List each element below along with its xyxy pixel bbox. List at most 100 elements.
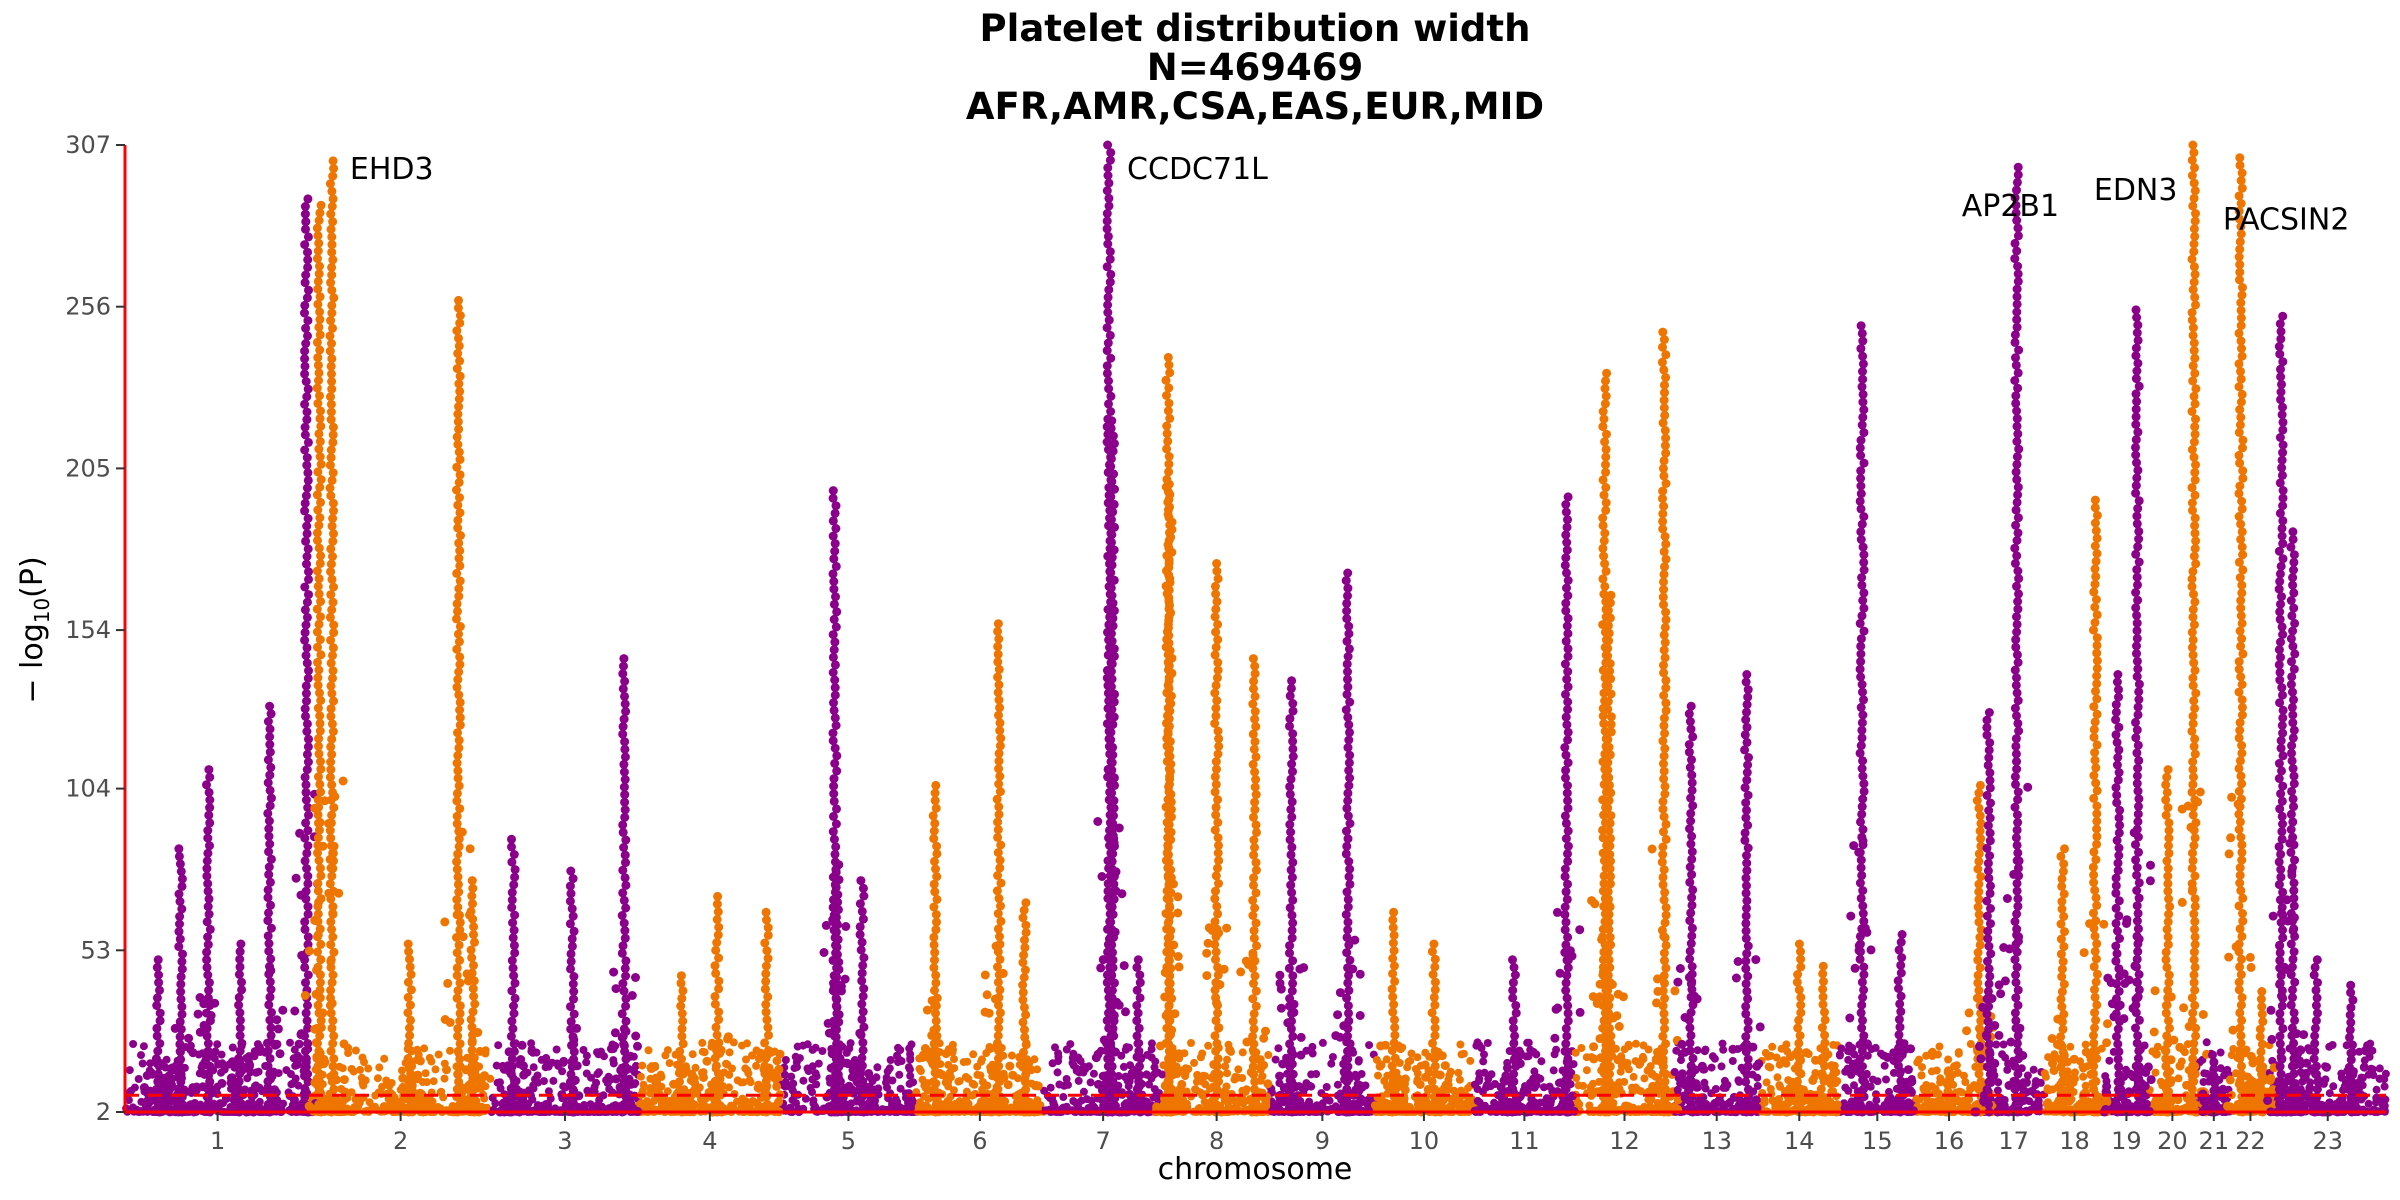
data-point [2030, 1100, 2039, 1109]
data-point [255, 1042, 264, 1052]
data-point [440, 1074, 449, 1083]
data-point [174, 942, 184, 952]
data-point [950, 1055, 958, 1064]
data-point [452, 948, 462, 958]
data-point [2066, 1042, 2075, 1051]
data-point [1190, 1058, 1199, 1067]
data-point [300, 240, 310, 250]
data-point [264, 824, 274, 834]
data-point [264, 862, 274, 872]
data-point [738, 1041, 746, 1050]
data-point [315, 978, 325, 987]
data-point [1077, 1096, 1086, 1105]
data-point [313, 930, 323, 940]
data-point [328, 171, 338, 181]
data-point [1549, 1066, 1558, 1075]
data-point [204, 985, 214, 995]
data-point [944, 1082, 953, 1091]
data-point [453, 849, 463, 859]
data-point [325, 179, 335, 189]
data-point [969, 1050, 978, 1059]
data-point [203, 940, 213, 950]
data-point [373, 1074, 382, 1083]
data-point [328, 597, 338, 607]
data-point [315, 482, 325, 492]
data-point [315, 345, 325, 355]
data-point [453, 500, 463, 510]
data-point [210, 998, 220, 1008]
data-point [1920, 1086, 1929, 1095]
data-point [315, 208, 325, 218]
data-point [318, 1008, 328, 1018]
data-point [2156, 1077, 2165, 1086]
data-point [263, 916, 273, 926]
data-point [235, 1046, 245, 1056]
data-point [295, 1054, 304, 1064]
data-point [1147, 1074, 1156, 1083]
data-point [2079, 1072, 2088, 1081]
data-point [509, 880, 519, 890]
data-point [328, 650, 337, 660]
data-point [453, 751, 463, 760]
data-point [517, 1040, 527, 1050]
data-point [2174, 1074, 2183, 1083]
data-point [452, 857, 462, 867]
data-point [1445, 1071, 1454, 1080]
data-point [509, 1001, 518, 1011]
data-point [508, 1024, 518, 1034]
data-point [243, 1074, 252, 1083]
data-point [2364, 1070, 2373, 1079]
data-point [328, 727, 338, 736]
data-point [1537, 1057, 1546, 1066]
data-point [393, 1101, 403, 1111]
data-point [328, 666, 338, 676]
data-point [326, 818, 336, 828]
data-point [310, 915, 320, 925]
data-point [326, 1046, 336, 1056]
data-point [265, 724, 275, 734]
data-point [204, 810, 214, 820]
data-point [468, 899, 477, 909]
data-point [302, 483, 312, 493]
data-point [304, 666, 313, 676]
data-point [328, 217, 338, 227]
data-point [454, 379, 464, 389]
data-point [452, 599, 462, 609]
data-point [1475, 1074, 1484, 1083]
data-point [1768, 1042, 1777, 1051]
data-point [265, 1069, 275, 1079]
data-point [206, 1011, 216, 1020]
data-point [1631, 1039, 1640, 1048]
data-point [508, 933, 518, 943]
data-point [326, 742, 336, 752]
data-point [1639, 1041, 1648, 1050]
data-point [325, 612, 335, 622]
data-point [302, 521, 312, 531]
data-point [405, 1023, 414, 1033]
data-point [204, 894, 214, 904]
data-point [327, 285, 337, 295]
data-point [303, 1001, 312, 1010]
data-point [1322, 1083, 1331, 1091]
data-point [657, 1096, 666, 1105]
data-point [467, 968, 477, 978]
data-point [217, 1068, 225, 1077]
data-point [507, 887, 517, 897]
data-point [315, 330, 325, 340]
data-point [1307, 1082, 1316, 1091]
data-point [301, 1008, 311, 1018]
data-point [146, 1059, 155, 1068]
data-point [507, 956, 517, 965]
data-point [301, 780, 311, 790]
data-point [315, 452, 325, 462]
data-point [1354, 1056, 1363, 1065]
data-point [139, 1083, 149, 1092]
data-point [301, 650, 311, 660]
data-point [301, 339, 311, 348]
data-point [814, 1059, 823, 1068]
data-point [152, 962, 162, 972]
data-point [1365, 1041, 1374, 1050]
data-point [661, 1051, 670, 1060]
data-point [469, 991, 479, 1001]
data-point [301, 491, 311, 501]
